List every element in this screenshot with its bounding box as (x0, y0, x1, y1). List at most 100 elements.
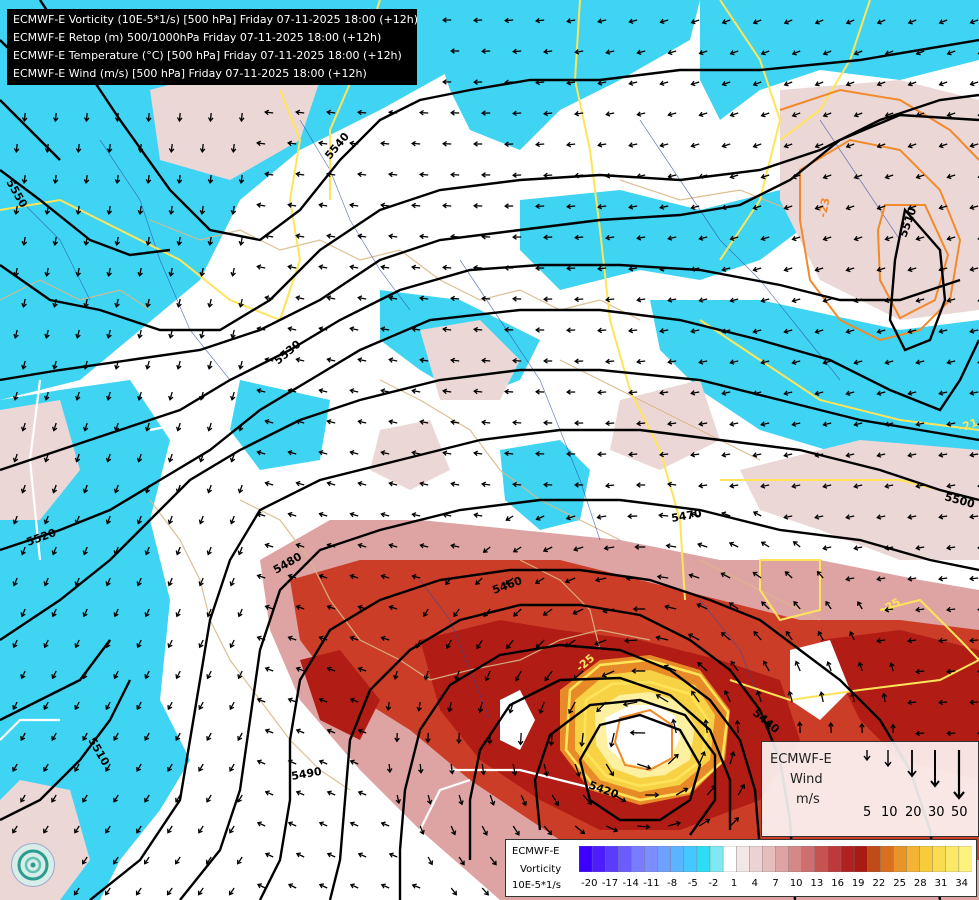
wind-arrow (476, 639, 483, 649)
colorbar-tick-label: 31 (934, 878, 948, 889)
wind-arrow (908, 453, 917, 457)
wind-arrow (443, 204, 452, 207)
wind-arrow-head (137, 395, 143, 401)
wind-arrow-head (295, 295, 301, 301)
wind-arrow-head (105, 457, 112, 463)
wind-arrow-head (326, 295, 332, 301)
wind-arrow-head (451, 830, 457, 836)
wind-arrow-head (822, 359, 828, 366)
wind-arrow (114, 546, 119, 555)
wind-arrow (145, 546, 150, 555)
wind-arrow (231, 391, 235, 400)
wind-arrow (22, 422, 26, 431)
wind-arrow (319, 636, 328, 641)
colorbar-swatch (801, 846, 816, 872)
colorbar-swatch (709, 846, 724, 872)
wind-arrow (574, 825, 585, 834)
wind-arrow (594, 639, 607, 645)
wind-arrow-head (752, 571, 758, 577)
wind-arrow (505, 390, 514, 393)
wind-arrow-head (729, 359, 735, 365)
wind-arrow-head (814, 19, 820, 25)
colorbar-swatch (932, 846, 947, 872)
wind-arrow (265, 111, 274, 114)
wind-arrow-head (357, 233, 363, 239)
wind-arrow-head (814, 81, 820, 87)
wind-arrow (947, 732, 956, 735)
wind-arrow-head (287, 326, 293, 332)
wind-arrow (689, 574, 700, 579)
wind-arrow (350, 698, 359, 703)
wind-arrow-head (83, 117, 90, 123)
wind-arrow (144, 732, 150, 741)
wind-arrow (327, 420, 336, 424)
wind-arrow-head (264, 728, 270, 734)
wind-arrow (138, 391, 142, 400)
wind-arrow (257, 698, 266, 703)
wind-arrow (350, 574, 359, 579)
wind-arrow (970, 515, 979, 518)
wind-arrow-head (386, 768, 393, 774)
wind-arrow-head (884, 112, 890, 118)
wind-arrow (237, 732, 243, 741)
wind-arrow (288, 883, 297, 889)
wind-arrow-head (760, 112, 766, 118)
wind-arrow (939, 577, 948, 580)
wind-arrow (795, 661, 801, 672)
wind-arrow-head (512, 357, 517, 364)
wind-arrow-head (938, 637, 944, 644)
wind-arrow-head (477, 708, 484, 714)
wind-arrow-head (175, 735, 181, 742)
wind-arrow (885, 50, 894, 55)
wind-arrow-head (287, 883, 293, 889)
wind-arrow-head (491, 860, 497, 866)
wind-arrow (106, 639, 111, 648)
wind-arrow-head (627, 513, 632, 520)
wind-arrow (761, 236, 770, 240)
wind-arrow-head (137, 148, 144, 154)
wind-arrow-head (145, 240, 152, 247)
wind-arrow-head (512, 234, 517, 240)
wind-arrow-head (481, 48, 486, 55)
wind-arrow (381, 327, 390, 331)
wind-arrow-head (659, 328, 665, 334)
colorbar-tick-label: -20 (581, 878, 598, 889)
wind-arrow (238, 546, 243, 555)
wind-arrow (722, 391, 731, 395)
wind-arrow-head (977, 237, 979, 240)
wind-arrow-head (628, 327, 634, 334)
wind-arrow (970, 391, 979, 395)
wind-arrow-head (450, 419, 456, 425)
wind-arrow-head (597, 80, 603, 86)
wind-arrow-head (82, 550, 88, 556)
colorbar-ticks: -20 -17 -14 -11 -8 -5 -2 1 4 7 10 13 16 19 22 25 28 31 34 (579, 878, 972, 892)
wind-arrow (606, 236, 615, 239)
wind-arrow (567, 205, 576, 208)
wind-arrow (296, 791, 305, 796)
wind-arrow (178, 174, 181, 183)
wind-arrow-head (13, 395, 19, 401)
wind-arrow-head (791, 359, 797, 366)
wind-arrow (793, 601, 801, 610)
wind-arrow-head (765, 720, 772, 726)
wind-arrow (721, 572, 731, 579)
wind-arrow (482, 359, 491, 362)
wind-arrow (668, 298, 677, 302)
wind-arrow (238, 608, 243, 617)
wind-arrow (629, 267, 638, 270)
wind-arrow-head (946, 112, 952, 118)
wind-arrow-head (388, 481, 394, 487)
wind-arrow (598, 205, 607, 208)
wind-arrow-head (75, 148, 82, 154)
wind-arrow-head (44, 333, 50, 339)
wind-arrow-head (915, 235, 921, 242)
wind-arrow (550, 732, 553, 746)
colorbar-swatch (906, 846, 921, 872)
wind-arrow-head (83, 179, 90, 185)
wind-arrow (539, 701, 545, 714)
wind-arrow-head (318, 821, 324, 827)
colorbar-swatch (762, 846, 777, 872)
wind-arrow-head (349, 821, 355, 827)
wind-arrow-head (326, 480, 332, 487)
wind-arrow-head (481, 172, 486, 178)
